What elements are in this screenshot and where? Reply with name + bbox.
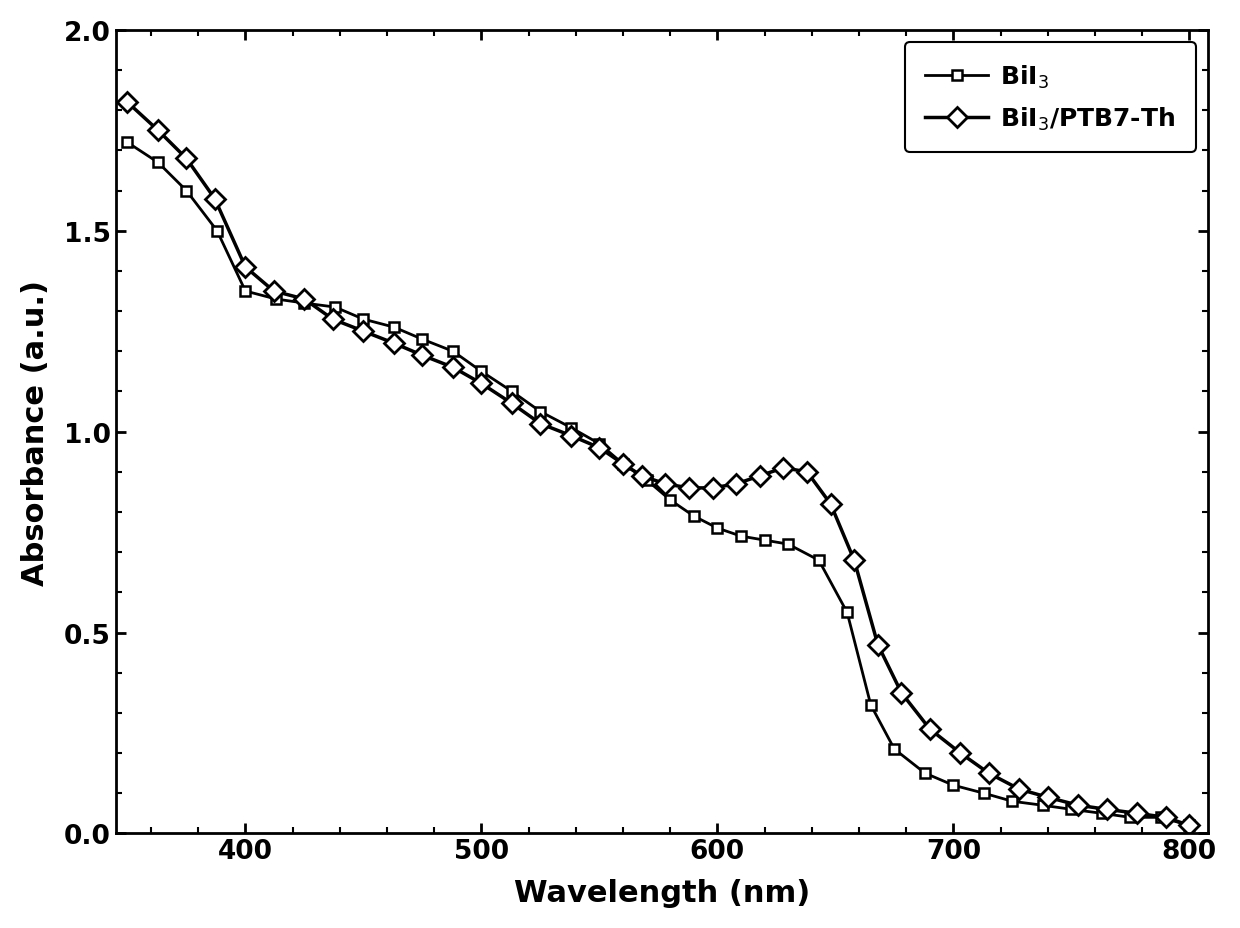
BiI$_3$/PTB7-Th xyxy=(207,194,222,205)
BiI$_3$ xyxy=(977,788,992,799)
BiI$_3$/PTB7-Th xyxy=(753,470,768,482)
BiI$_3$ xyxy=(686,511,701,522)
BiI$_3$/PTB7-Th xyxy=(635,470,650,482)
BiI$_3$/PTB7-Th xyxy=(505,398,520,409)
BiI$_3$/PTB7-Th xyxy=(238,262,253,273)
BiI$_3$ xyxy=(179,186,193,197)
BiI$_3$/PTB7-Th xyxy=(445,362,460,373)
BiI$_3$ xyxy=(1153,812,1168,823)
BiI$_3$ xyxy=(474,367,489,378)
BiI$_3$ xyxy=(839,607,854,618)
BiI$_3$ xyxy=(238,286,253,297)
BiI$_3$ xyxy=(811,555,826,566)
BiI$_3$/PTB7-Th xyxy=(954,748,968,759)
BiI$_3$ xyxy=(946,780,961,791)
BiI$_3$/PTB7-Th xyxy=(179,154,193,165)
Y-axis label: Absorbance (a.u.): Absorbance (a.u.) xyxy=(21,279,50,585)
BiI$_3$ xyxy=(356,315,371,326)
BiI$_3$/PTB7-Th xyxy=(870,639,885,651)
BiI$_3$ xyxy=(918,767,932,779)
BiI$_3$ xyxy=(615,458,630,470)
BiI$_3$/PTB7-Th xyxy=(923,724,937,735)
BiI$_3$/PTB7-Th xyxy=(1071,800,1086,811)
BiI$_3$/PTB7-Th xyxy=(1130,808,1145,819)
BiI$_3$/PTB7-Th xyxy=(1100,804,1115,815)
BiI$_3$ xyxy=(1064,804,1079,815)
BiI$_3$ xyxy=(639,475,653,486)
BiI$_3$ xyxy=(711,522,725,534)
BiI$_3$ xyxy=(758,535,773,546)
BiI$_3$/PTB7-Th xyxy=(1040,792,1055,803)
BiI$_3$/PTB7-Th xyxy=(296,294,311,305)
BiI$_3$/PTB7-Th xyxy=(564,431,579,442)
BiI$_3$/PTB7-Th xyxy=(615,458,630,470)
BiI$_3$/PTB7-Th xyxy=(706,483,720,494)
BiI$_3$ xyxy=(533,406,548,418)
BiI$_3$ xyxy=(781,539,796,550)
BiI$_3$/PTB7-Th xyxy=(800,467,815,478)
BiI$_3$ xyxy=(1182,820,1197,831)
BiI$_3$ xyxy=(863,700,878,711)
BiI$_3$ xyxy=(505,386,520,397)
BiI$_3$/PTB7-Th xyxy=(658,479,673,490)
Line: BiI$_3$/PTB7-Th: BiI$_3$/PTB7-Th xyxy=(120,97,1197,832)
BiI$_3$ xyxy=(150,158,165,169)
BiI$_3$/PTB7-Th xyxy=(415,351,430,362)
BiI$_3$ xyxy=(210,226,224,237)
BiI$_3$ xyxy=(662,495,677,506)
BiI$_3$/PTB7-Th xyxy=(823,499,838,510)
Line: BiI$_3$: BiI$_3$ xyxy=(123,138,1194,831)
X-axis label: Wavelength (nm): Wavelength (nm) xyxy=(513,878,810,908)
BiI$_3$ xyxy=(1035,800,1050,811)
BiI$_3$ xyxy=(1004,796,1019,807)
BiI$_3$/PTB7-Th xyxy=(150,125,165,136)
BiI$_3$/PTB7-Th xyxy=(894,688,909,699)
BiI$_3$ xyxy=(445,346,460,357)
BiI$_3$ xyxy=(887,743,901,754)
BiI$_3$ xyxy=(591,439,606,450)
BiI$_3$/PTB7-Th xyxy=(847,555,862,566)
BiI$_3$ xyxy=(734,531,749,542)
BiI$_3$/PTB7-Th xyxy=(387,339,402,350)
BiI$_3$/PTB7-Th xyxy=(356,327,371,338)
BiI$_3$/PTB7-Th xyxy=(120,97,135,109)
BiI$_3$/PTB7-Th xyxy=(1182,820,1197,831)
BiI$_3$/PTB7-Th xyxy=(325,315,340,326)
BiI$_3$/PTB7-Th xyxy=(729,479,744,490)
BiI$_3$/PTB7-Th xyxy=(267,286,281,297)
BiI$_3$/PTB7-Th xyxy=(682,483,697,494)
BiI$_3$ xyxy=(415,334,430,345)
BiI$_3$ xyxy=(564,422,579,433)
BiI$_3$/PTB7-Th xyxy=(591,443,606,454)
Legend: BiI$_3$, BiI$_3$/PTB7-Th: BiI$_3$, BiI$_3$/PTB7-Th xyxy=(905,44,1195,152)
BiI$_3$ xyxy=(387,322,402,333)
BiI$_3$/PTB7-Th xyxy=(1012,784,1027,795)
BiI$_3$ xyxy=(120,137,135,148)
BiI$_3$ xyxy=(327,303,342,314)
BiI$_3$ xyxy=(1095,808,1110,819)
BiI$_3$ xyxy=(296,298,311,309)
BiI$_3$/PTB7-Th xyxy=(776,463,791,474)
BiI$_3$/PTB7-Th xyxy=(533,419,548,430)
BiI$_3$/PTB7-Th xyxy=(474,379,489,390)
BiI$_3$/PTB7-Th xyxy=(981,767,996,779)
BiI$_3$ xyxy=(269,294,284,305)
BiI$_3$ xyxy=(1123,812,1138,823)
BiI$_3$/PTB7-Th xyxy=(1158,812,1173,823)
